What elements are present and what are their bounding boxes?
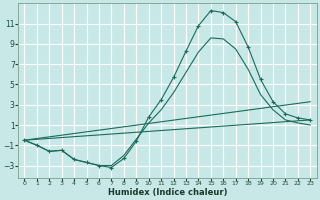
X-axis label: Humidex (Indice chaleur): Humidex (Indice chaleur): [108, 188, 227, 197]
